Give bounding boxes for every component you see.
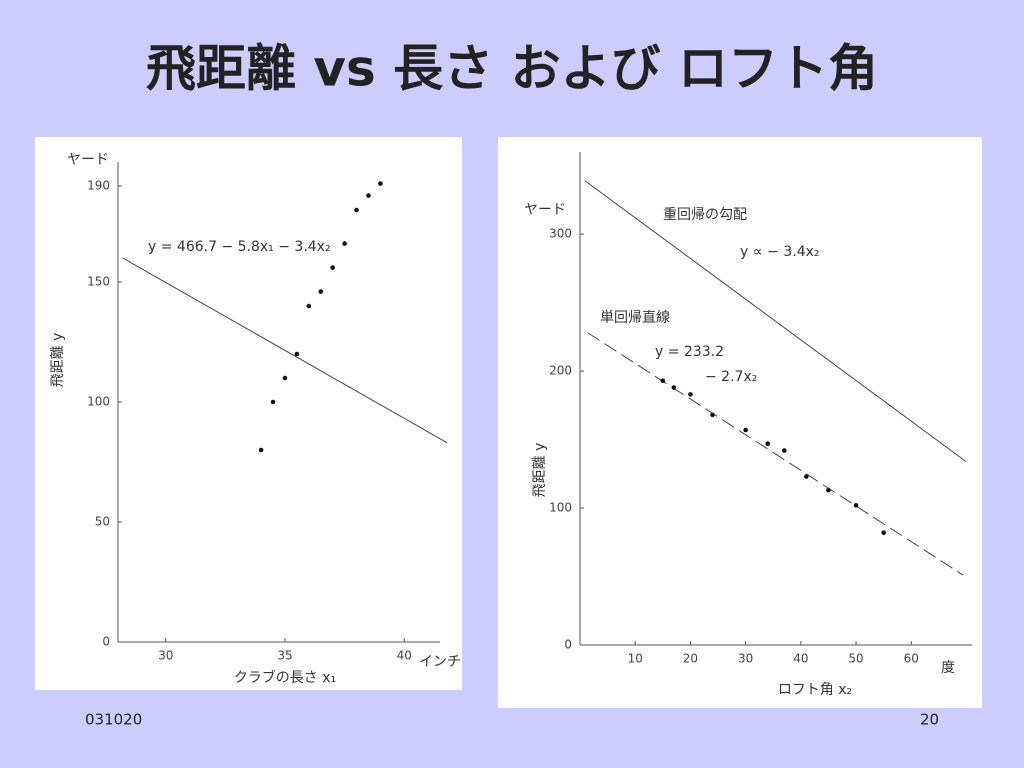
- y-unit: ヤード: [67, 152, 109, 168]
- data-point: [378, 181, 383, 186]
- regression-line: [584, 180, 967, 462]
- data-point: [743, 427, 748, 433]
- x-tick-label: 50: [848, 652, 863, 666]
- data-point: [881, 530, 886, 536]
- data-point: [354, 207, 359, 213]
- annotation: − 2.7x₂: [705, 369, 757, 385]
- x-tick-label: 60: [904, 652, 919, 666]
- data-point: [688, 392, 693, 397]
- x-tick-label: 40: [397, 649, 412, 663]
- regression-line: [122, 257, 448, 444]
- data-point: [826, 487, 831, 493]
- data-point: [366, 193, 371, 198]
- y-tick-label: 0: [564, 638, 572, 652]
- xlabel: クラブの長さ x₁: [234, 669, 336, 686]
- y-tick-label: 190: [87, 179, 110, 193]
- annotation: 重回帰の勾配: [663, 206, 747, 223]
- data-point: [318, 289, 324, 294]
- annotation: 単回帰直線: [600, 309, 670, 326]
- y-tick-label: 50: [95, 515, 110, 529]
- data-point: [270, 399, 276, 405]
- x-tick-label: 10: [628, 652, 643, 666]
- footer-page: 20: [920, 711, 939, 729]
- x-unit: インチ: [419, 654, 461, 670]
- y-tick-label: 300: [549, 227, 572, 241]
- data-point: [282, 375, 288, 381]
- slide-title: 飛距離 vs 長さ および ロフト角: [146, 40, 878, 98]
- x-tick-label: 30: [158, 649, 173, 663]
- right-panel: [498, 137, 982, 708]
- regression-line: [587, 332, 964, 576]
- data-point: [294, 351, 300, 357]
- y-tick-label: 0: [102, 635, 110, 649]
- y-tick-label: 100: [87, 395, 110, 409]
- data-point: [258, 447, 264, 453]
- data-point: [306, 303, 312, 309]
- y-tick-label: 150: [87, 275, 110, 289]
- y-tick-label: 100: [549, 501, 572, 515]
- x-tick-label: 35: [277, 649, 292, 663]
- x-tick-label: 40: [793, 652, 808, 666]
- annotation: y = 466.7 − 5.8x₁ − 3.4x₂: [148, 239, 331, 255]
- data-point: [781, 448, 787, 453]
- annotation: y = 233.2: [655, 344, 724, 360]
- y-tick-label: 200: [549, 364, 572, 378]
- left-panel: [35, 137, 462, 690]
- data-point: [660, 378, 666, 383]
- ylabel: 飛距離 y: [531, 443, 548, 498]
- x-tick-label: 20: [683, 652, 698, 666]
- data-point: [853, 503, 859, 508]
- data-point: [710, 412, 715, 418]
- x-unit: 度: [941, 660, 955, 676]
- ylabel: 飛距離 y: [49, 333, 66, 388]
- data-point: [804, 474, 809, 479]
- xlabel: ロフト角 x₂: [778, 682, 852, 698]
- data-point: [330, 265, 335, 270]
- x-tick-label: 30: [738, 652, 753, 666]
- annotation: y ∝ − 3.4x₂: [740, 244, 820, 260]
- y-unit: ヤード: [524, 202, 566, 218]
- data-point: [671, 385, 677, 390]
- data-point: [342, 241, 347, 246]
- footer-date: 031020: [85, 711, 142, 729]
- data-point: [765, 441, 771, 446]
